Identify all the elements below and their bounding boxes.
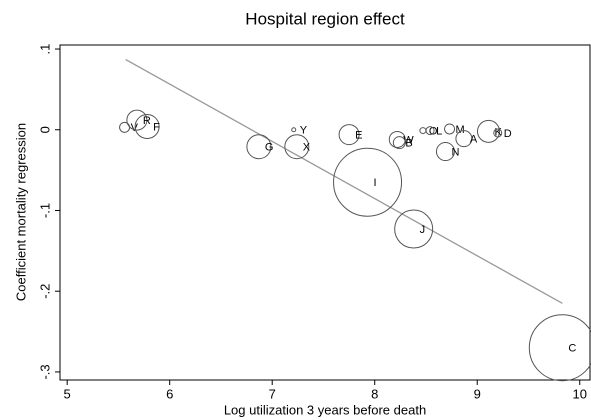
x-axis-title: Log utilization 3 years before death [224,402,426,417]
bubble [338,124,360,146]
plot-frame [59,44,591,381]
bubble [493,128,503,138]
bubble [394,209,434,249]
bubble [388,130,406,148]
x-tick-label: 6 [166,386,173,401]
x-tick-label: 9 [474,386,481,401]
point-label: J [420,224,426,236]
y-tick-label: -.3 [37,364,52,379]
point-label: D [504,128,512,140]
bubble [435,142,455,162]
bubble [477,119,501,143]
bubble [284,134,310,160]
point-label: E [355,130,362,142]
y-tick-label: -.1 [37,203,52,218]
point-label: W [403,134,414,146]
point-label: O [429,125,438,137]
fit-line [125,58,563,304]
point-label: Y [300,125,308,137]
bubble [528,314,591,382]
point-label: F [153,121,160,133]
y-tick-label: -.2 [37,284,52,299]
point-label: C [568,343,576,355]
bubble [246,134,272,160]
bubble [134,114,160,140]
bubble [333,147,403,217]
x-tick-label: 10 [573,386,587,401]
point-label: K [495,126,503,138]
point-label: I [374,177,377,189]
bubble [425,126,435,136]
point-label: A [470,134,478,146]
bubble [444,123,456,135]
y-tick-label: .1 [37,44,52,55]
point-label: B [405,138,412,150]
point-label: L [436,125,442,137]
y-tick-label: 0 [37,126,52,133]
x-tick-label: 5 [64,386,71,401]
x-tick-label: 8 [371,386,378,401]
bubble [455,130,473,148]
point-label: G [265,142,274,154]
point-label: X [303,142,311,154]
chart-title: Hospital region effect [245,9,405,28]
point-label: V [131,122,139,134]
point-label: M [456,124,465,136]
bubble [291,127,297,133]
point-label: R [143,115,151,127]
y-axis-title: Coefficient mortality regression [13,123,28,301]
bubble [419,127,427,135]
bubble [392,136,406,150]
point-label: N [451,146,459,158]
x-tick-label: 7 [269,386,276,401]
bubble [126,109,148,131]
